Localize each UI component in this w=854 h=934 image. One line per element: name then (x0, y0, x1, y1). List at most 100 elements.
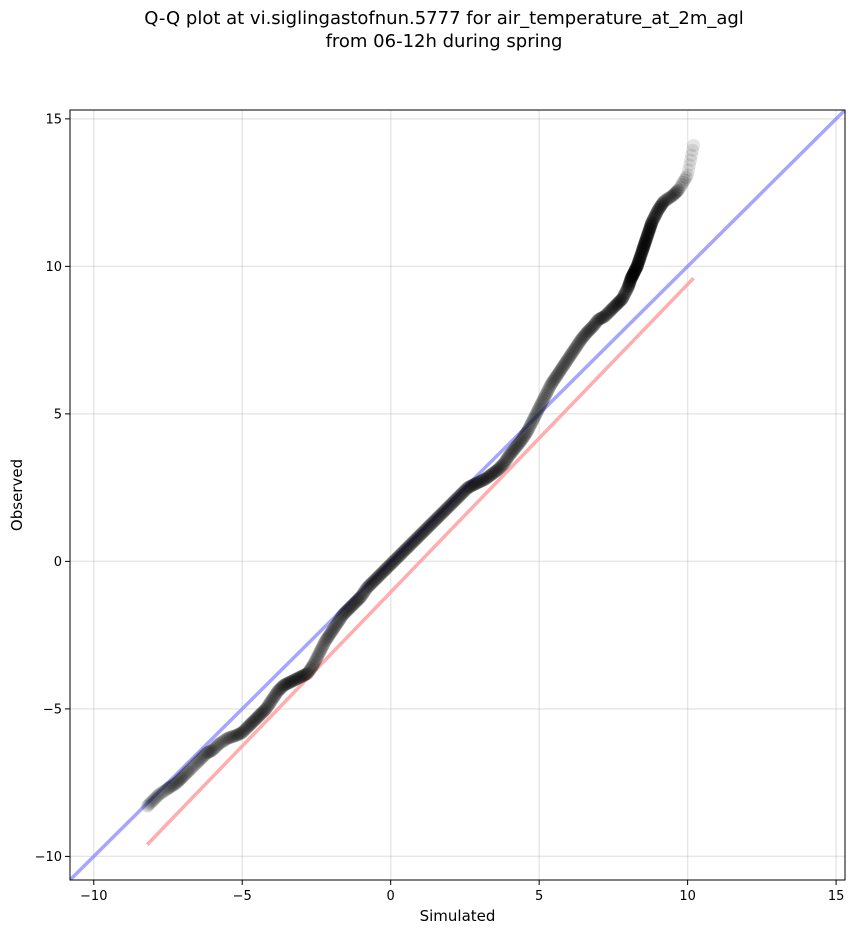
quantile-point (568, 342, 582, 356)
quantile-point (507, 442, 521, 456)
quantile-point (182, 764, 196, 778)
quantile-point (325, 624, 339, 638)
quantile-point (536, 393, 550, 407)
y-tick-label: −5 (43, 702, 62, 717)
y-tick-label: 5 (54, 407, 62, 422)
quantile-point (495, 459, 509, 473)
quantile-point (539, 387, 553, 401)
quantile-point (432, 509, 446, 523)
quantile-point (458, 484, 472, 498)
quantile-point (645, 215, 659, 229)
quantile-point (521, 423, 535, 437)
quantile-point (625, 269, 639, 283)
quantile-point (509, 440, 523, 454)
quantile-point (230, 728, 244, 742)
quantile-point (428, 513, 442, 527)
quantile-point (518, 428, 532, 442)
quantile-point (574, 333, 588, 347)
quantile-point (342, 602, 356, 616)
quantile-point (545, 376, 559, 390)
quantile-point (630, 260, 644, 274)
quantile-point (402, 540, 416, 554)
quantile-point (614, 293, 628, 307)
quantile-point (189, 756, 203, 770)
quantile-point (459, 483, 473, 497)
quantile-point (327, 621, 341, 635)
quantile-point (452, 489, 466, 503)
quantile-point (460, 482, 474, 496)
quantile-point (172, 774, 186, 788)
quantile-point (564, 348, 578, 362)
quantile-point (301, 666, 315, 680)
quantile-point (267, 690, 281, 704)
quantile-point (497, 457, 511, 471)
quantile-point (246, 715, 260, 729)
quantile-point (349, 595, 363, 609)
quantile-point (479, 472, 493, 486)
quantile-point (251, 710, 265, 724)
quantile-point (685, 148, 699, 162)
quantile-point (640, 230, 654, 244)
quantile-point (673, 180, 687, 194)
quantile-point (535, 395, 549, 409)
quantile-point (630, 259, 644, 273)
quantile-point (626, 268, 640, 282)
quantile-point (398, 544, 412, 558)
quantile-point (334, 610, 348, 624)
grid (70, 110, 845, 880)
quantile-point (352, 592, 366, 606)
quantile-point (249, 712, 263, 726)
quantile-point (649, 207, 663, 221)
quantile-point (622, 279, 636, 293)
quantile-point (403, 538, 417, 552)
quantile-point (281, 676, 295, 690)
quantile-point (547, 373, 561, 387)
points (140, 138, 701, 813)
quantile-point (436, 505, 450, 519)
quantile-point (590, 315, 604, 329)
quantile-point (669, 186, 683, 200)
quantile-point (344, 600, 358, 614)
y-tick-label: 0 (54, 555, 62, 570)
quantile-point (321, 630, 335, 644)
quantile-point (587, 319, 601, 333)
quantile-point (268, 689, 282, 703)
quantile-point (310, 650, 324, 664)
quantile-point (400, 542, 414, 556)
quantile-point (171, 775, 185, 789)
quantile-point (404, 537, 418, 551)
quantile-point (332, 613, 346, 627)
quantile-point (225, 730, 239, 744)
quantile-point (476, 473, 490, 487)
quantile-point (616, 290, 630, 304)
quantile-point (500, 451, 514, 465)
quantile-point (192, 754, 206, 768)
quantile-point (664, 190, 678, 204)
quantile-point (388, 553, 402, 567)
quantile-point (220, 731, 234, 745)
quantile-point (288, 673, 302, 687)
quantile-point (575, 332, 589, 346)
quantile-point (633, 252, 647, 266)
quantile-point (256, 705, 270, 719)
quantile-point (637, 239, 651, 253)
quantile-point (631, 258, 645, 272)
quantile-point (300, 667, 314, 681)
quantile-point (449, 492, 463, 506)
quantile-point (208, 740, 222, 754)
quantile-point (440, 501, 454, 515)
quantile-point (248, 713, 262, 727)
quantile-point (204, 744, 218, 758)
quantile-point (434, 507, 448, 521)
quantile-point (284, 675, 298, 689)
x-tick-label: 5 (535, 889, 543, 904)
quantile-point (316, 638, 330, 652)
quantile-point (635, 246, 649, 260)
quantile-point (498, 456, 512, 470)
quantile-point (195, 751, 209, 765)
quantile-point (639, 234, 653, 248)
quantile-point (390, 551, 404, 565)
quantile-point (438, 503, 452, 517)
quantile-point (607, 300, 621, 314)
quantile-point (343, 601, 357, 615)
